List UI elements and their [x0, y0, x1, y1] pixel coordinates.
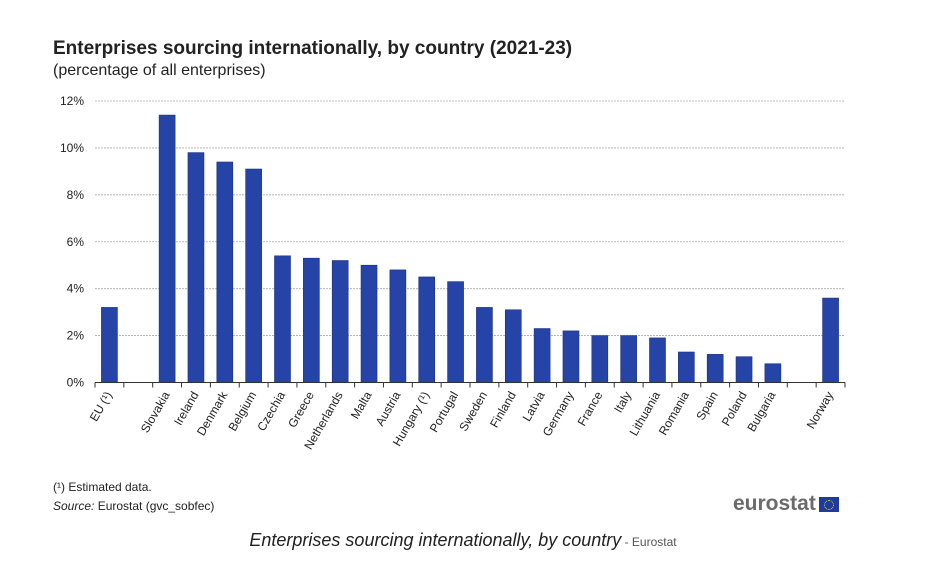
caption-suffix: - Eurostat — [621, 535, 677, 549]
eurostat-logo: eurostat — [733, 492, 839, 516]
source-label: Source: — [53, 499, 95, 513]
y-tick-label: 12% — [60, 94, 84, 108]
x-tick-label: Spain — [693, 389, 720, 423]
x-tick-label: Poland — [719, 389, 750, 428]
bar — [216, 161, 234, 383]
x-tick-label: Slovakia — [138, 389, 173, 436]
y-tick-label: 4% — [67, 282, 85, 296]
bar — [187, 152, 205, 383]
caption: Enterprises sourcing internationally, by… — [0, 530, 926, 551]
bar — [591, 335, 609, 383]
y-tick-label: 8% — [67, 188, 85, 202]
x-tick-label: Ireland — [171, 389, 201, 428]
bar — [447, 281, 464, 383]
y-tick-label: 0% — [67, 376, 85, 390]
x-tick-label: Bulgaria — [744, 389, 778, 434]
bar — [245, 168, 262, 383]
chart-subtitle: (percentage of all enterprises) — [53, 62, 266, 79]
x-tick-label: Sweden — [456, 389, 490, 434]
bar — [735, 356, 753, 383]
bar — [504, 309, 522, 383]
bar — [389, 269, 407, 383]
x-tick-label: Malta — [348, 389, 375, 422]
bar — [822, 297, 839, 383]
x-tick-label: Norway — [804, 389, 836, 431]
y-tick-label: 10% — [60, 141, 84, 155]
bar — [620, 335, 637, 383]
bar — [562, 330, 580, 383]
chart-title: Enterprises sourcing internationally, by… — [53, 38, 573, 59]
x-tick-label: Czechia — [254, 389, 288, 434]
caption-title: Enterprises sourcing internationally, by… — [249, 530, 622, 550]
x-tick-label: Italy — [611, 389, 634, 415]
eu-flag-icon — [818, 496, 839, 512]
bar — [360, 264, 378, 383]
bar — [158, 114, 176, 383]
source-line: Source: Eurostat (gvc_sobfec) — [53, 499, 214, 513]
bar — [649, 337, 666, 383]
x-tick-label: France — [575, 389, 606, 429]
bar — [331, 260, 349, 383]
bar — [274, 255, 291, 383]
x-tick-label: EU (¹) — [87, 389, 115, 424]
bar — [706, 354, 724, 383]
bar — [764, 363, 782, 383]
bar — [533, 328, 551, 383]
logo-text: eurostat — [733, 492, 816, 515]
x-tick-label: Latvia — [520, 389, 548, 424]
x-tick-label: Finland — [487, 389, 519, 430]
footnote: (¹) Estimated data. — [53, 480, 152, 494]
y-tick-label: 2% — [67, 329, 85, 343]
y-tick-label: 6% — [67, 235, 85, 249]
bar — [101, 307, 118, 383]
x-tick-label: Greece — [285, 389, 317, 430]
source-text: Eurostat (gvc_sobfec) — [94, 499, 215, 513]
bar — [418, 276, 436, 383]
bar — [476, 307, 493, 383]
bar-chart: 0%2%4%6%8%10%12%EU (¹) SlovakiaIrelandDen… — [60, 94, 846, 452]
bar — [303, 257, 320, 383]
x-tick-label: Austria — [373, 389, 404, 429]
bar — [678, 351, 695, 383]
